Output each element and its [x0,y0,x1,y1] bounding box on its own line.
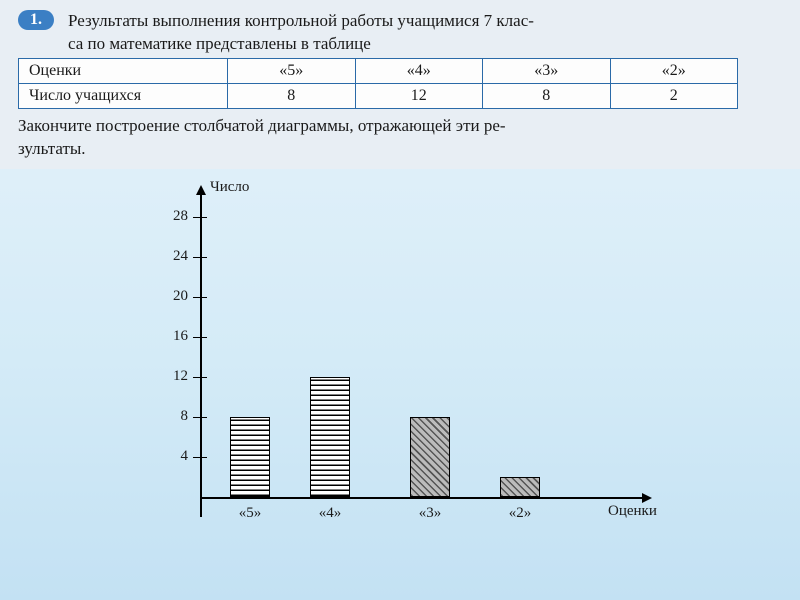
table-row: Оценки «5» «4» «3» «2» [19,58,738,83]
problem-number-badge: 1. [18,10,54,30]
problem-header: 1. Результаты выполнения контрольной раб… [0,0,800,169]
y-tick-label: 16 [160,328,188,345]
y-tick-label: 24 [160,248,188,265]
y-tick-label: 8 [160,408,188,425]
instruction-line: Закончите построение столбчатой диаграмм… [18,116,506,135]
table-cell: «4» [355,58,483,83]
x-category-label: «3» [405,505,455,522]
x-category-label: «5» [225,505,275,522]
y-tick [193,257,207,259]
x-axis-title: Оценки [608,503,657,520]
instruction-line: зультаты. [18,139,86,158]
bar-«2» [500,477,540,497]
bar-«5» [230,417,270,497]
y-tick [193,377,207,379]
x-axis [200,497,650,499]
table-cell: 8 [228,83,356,108]
table-row: Число учащихся 8 12 8 2 [19,83,738,108]
y-tick [193,457,207,459]
row-label: Оценки [19,58,228,83]
problem-instruction: Закончите построение столбчатой диаграмм… [18,115,782,161]
grades-table: Оценки «5» «4» «3» «2» Число учащихся 8 … [18,58,738,109]
row-label: Число учащихся [19,83,228,108]
table-cell: «3» [483,58,611,83]
table-cell: «5» [228,58,356,83]
x-category-label: «4» [305,505,355,522]
y-tick [193,297,207,299]
table-cell: 12 [355,83,483,108]
y-tick-label: 20 [160,288,188,305]
table-cell: 2 [610,83,738,108]
problem-line: са по математике представлены в таблице [68,34,371,53]
y-tick [193,337,207,339]
x-category-label: «2» [495,505,545,522]
y-tick [193,217,207,219]
problem-statement: Результаты выполнения контрольной работы… [68,10,738,56]
y-axis [200,187,202,517]
y-tick-label: 12 [160,368,188,385]
bar-«3» [410,417,450,497]
y-tick [193,417,207,419]
table-cell: «2» [610,58,738,83]
problem-line: Результаты выполнения контрольной работы… [68,11,534,30]
bar-chart: Число Оценки 4 8 12 16 20 24 28 «5» «4» «3» «2» [120,177,680,547]
y-tick-label: 28 [160,208,188,225]
table-cell: 8 [483,83,611,108]
y-tick-label: 4 [160,448,188,465]
bar-«4» [310,377,350,497]
y-axis-title: Число [210,179,249,196]
